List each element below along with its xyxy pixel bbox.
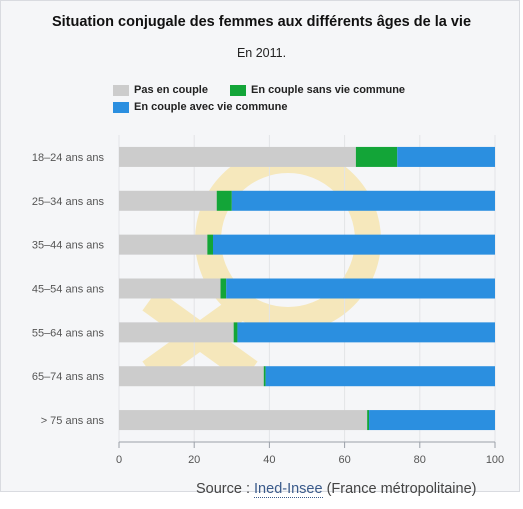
legend-label-sans-vie-commune[interactable]: En couple sans vie commune [251, 84, 406, 96]
bar-avec-vie-commune [226, 278, 495, 299]
bar-sans-vie-commune [233, 322, 238, 343]
bar-pas-en-couple [119, 410, 368, 431]
bar-avec-vie-commune [369, 410, 495, 431]
x-tick-label: 40 [263, 454, 275, 466]
chart-title: Situation conjugale des femmes aux diffé… [51, 14, 472, 30]
x-tick-label: 80 [414, 454, 426, 466]
x-axis: 0 20 40 60 80 100 [116, 441, 504, 466]
x-tick-label: 60 [338, 454, 350, 466]
x-tick-label: 100 [486, 454, 504, 466]
source-note: Source : Ined-Insee (France métropolitai… [196, 481, 477, 498]
legend-swatch-pas-en-couple [113, 85, 129, 96]
bar-avec-vie-commune [237, 322, 495, 343]
chart-subtitle: En 2011. [236, 46, 287, 60]
stacked-bar-chart: 18–24 ans ans 25–34 ans ans 35–44 ans ans 4… [32, 135, 504, 466]
bar-avec-vie-commune [397, 146, 495, 167]
legend-swatch-avec-vie-commune [113, 102, 129, 113]
y-category-label: 45–54 ans ans [32, 284, 105, 296]
bar-pas-en-couple [119, 366, 264, 387]
bar-pas-en-couple [119, 234, 208, 255]
y-category-label: > 75 ans ans [41, 415, 105, 427]
bar-pas-en-couple [119, 322, 234, 343]
y-category-label: 65–74 ans ans [32, 371, 105, 383]
source-prefix: Source : [196, 481, 255, 497]
bar-avec-vie-commune [213, 234, 495, 255]
source-suffix: (France métropolitaine) [322, 481, 477, 497]
bar-sans-vie-commune [367, 410, 370, 431]
y-category-label: 35–44 ans ans [32, 240, 105, 252]
bar-pas-en-couple [119, 278, 221, 299]
legend-swatch-sans-vie-commune [230, 85, 246, 96]
bar-avec-vie-commune [231, 190, 496, 211]
bar-avec-vie-commune [265, 366, 495, 387]
bar-sans-vie-commune [216, 190, 232, 211]
source-link[interactable]: Ined-Insee [254, 481, 323, 498]
y-axis: 18–24 ans ans 25–34 ans ans 35–44 ans ans 4… [32, 152, 105, 427]
bars-group [119, 146, 496, 431]
x-tick-label: 20 [188, 454, 200, 466]
y-category-label: 18–24 ans ans [32, 152, 105, 164]
bar-pas-en-couple [119, 146, 356, 167]
bar-pas-en-couple [119, 190, 217, 211]
y-category-label: 55–64 ans ans [32, 327, 105, 339]
x-tick-label: 0 [116, 454, 122, 466]
bar-sans-vie-commune [207, 234, 213, 255]
bar-sans-vie-commune [355, 146, 398, 167]
bar-sans-vie-commune [263, 366, 266, 387]
y-category-label: 25–34 ans ans [32, 196, 105, 208]
legend-label-avec-vie-commune[interactable]: En couple avec vie commune [134, 101, 288, 113]
legend-label-pas-en-couple[interactable]: Pas en couple [134, 84, 208, 96]
bar-sans-vie-commune [220, 278, 227, 299]
